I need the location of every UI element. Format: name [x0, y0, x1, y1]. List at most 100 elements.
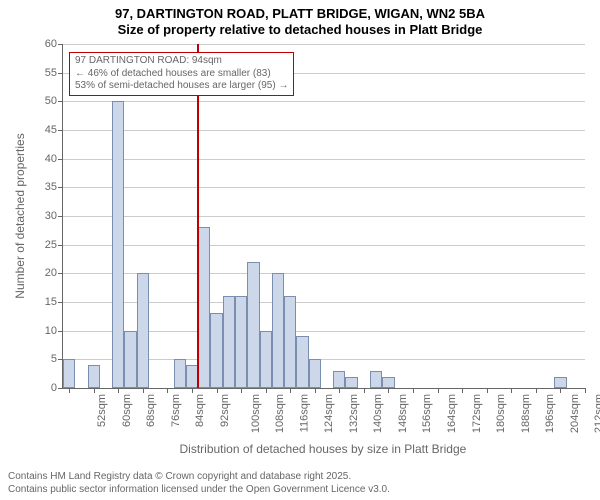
x-tick-label: 148sqm	[397, 394, 409, 433]
y-tick-mark	[58, 159, 63, 160]
x-tick-mark	[241, 388, 242, 393]
x-axis-label: Distribution of detached houses by size …	[180, 442, 467, 456]
x-tick-mark	[118, 388, 119, 393]
histogram-bar	[88, 365, 100, 388]
y-tick-mark	[58, 302, 63, 303]
y-tick-label: 15	[45, 296, 57, 308]
y-tick-mark	[58, 73, 63, 74]
x-tick-mark	[462, 388, 463, 393]
x-tick-mark	[94, 388, 95, 393]
histogram-bar	[345, 377, 357, 388]
histogram-chart: 97, DARTINGTON ROAD, PLATT BRIDGE, WIGAN…	[0, 0, 600, 500]
y-tick-label: 0	[51, 382, 57, 394]
x-tick-label: 108sqm	[274, 394, 286, 433]
footer-credits: Contains HM Land Registry data © Crown c…	[8, 471, 390, 496]
y-tick-label: 30	[45, 210, 57, 222]
x-tick-mark	[536, 388, 537, 393]
histogram-bar	[554, 377, 566, 388]
histogram-bar	[333, 371, 345, 388]
histogram-bar	[210, 313, 222, 388]
histogram-bar	[382, 377, 394, 388]
histogram-bar	[260, 331, 272, 388]
gridline	[63, 101, 585, 102]
annotation-line-3: 53% of semi-detached houses are larger (…	[75, 80, 288, 93]
x-tick-label: 92sqm	[219, 394, 231, 427]
y-tick-label: 20	[45, 267, 57, 279]
title-line-1: 97, DARTINGTON ROAD, PLATT BRIDGE, WIGAN…	[0, 6, 600, 22]
y-tick-label: 50	[45, 95, 57, 107]
gridline	[63, 159, 585, 160]
y-tick-label: 25	[45, 239, 57, 251]
y-tick-mark	[58, 101, 63, 102]
x-tick-mark	[143, 388, 144, 393]
gridline	[63, 245, 585, 246]
histogram-bar	[174, 359, 186, 388]
x-tick-mark	[438, 388, 439, 393]
title-line-2: Size of property relative to detached ho…	[0, 22, 600, 38]
x-tick-mark	[585, 388, 586, 393]
x-tick-label: 100sqm	[250, 394, 262, 433]
histogram-bar	[370, 371, 382, 388]
x-tick-mark	[315, 388, 316, 393]
x-tick-label: 204sqm	[569, 394, 581, 433]
y-tick-label: 10	[45, 325, 57, 337]
plot-area: 05101520253035404550556052sqm60sqm68sqm7…	[62, 44, 585, 389]
annotation-line-1: 97 DARTINGTON ROAD: 94sqm	[75, 55, 288, 68]
y-tick-label: 55	[45, 67, 57, 79]
annotation-box: 97 DARTINGTON ROAD: 94sqm ← 46% of detac…	[69, 52, 294, 96]
x-tick-mark	[413, 388, 414, 393]
x-tick-label: 116sqm	[298, 394, 310, 432]
histogram-bar	[124, 331, 136, 388]
y-tick-mark	[58, 187, 63, 188]
x-tick-label: 188sqm	[520, 394, 532, 433]
x-tick-mark	[69, 388, 70, 393]
x-tick-mark	[339, 388, 340, 393]
gridline	[63, 216, 585, 217]
gridline	[63, 130, 585, 131]
x-tick-label: 52sqm	[96, 394, 108, 427]
y-tick-mark	[58, 216, 63, 217]
gridline	[63, 44, 585, 45]
footer-line-1: Contains HM Land Registry data © Crown c…	[8, 471, 390, 484]
annotation-line-2: ← 46% of detached houses are smaller (83…	[75, 68, 288, 81]
histogram-bar	[223, 296, 235, 388]
x-tick-mark	[364, 388, 365, 393]
histogram-bar	[309, 359, 321, 388]
x-tick-label: 132sqm	[348, 394, 360, 433]
x-tick-mark	[487, 388, 488, 393]
x-tick-label: 140sqm	[372, 394, 384, 433]
y-tick-label: 60	[45, 38, 57, 50]
histogram-bar	[284, 296, 296, 388]
x-tick-label: 60sqm	[121, 394, 133, 427]
x-tick-label: 212sqm	[594, 394, 600, 433]
reference-line	[197, 44, 199, 388]
x-tick-label: 172sqm	[471, 394, 483, 433]
chart-titles: 97, DARTINGTON ROAD, PLATT BRIDGE, WIGAN…	[0, 0, 600, 39]
x-tick-mark	[560, 388, 561, 393]
histogram-bar	[63, 359, 75, 388]
x-tick-mark	[192, 388, 193, 393]
y-tick-label: 40	[45, 153, 57, 165]
x-tick-label: 124sqm	[323, 394, 335, 433]
x-tick-label: 84sqm	[194, 394, 206, 427]
x-tick-label: 164sqm	[446, 394, 458, 433]
x-tick-label: 196sqm	[544, 394, 556, 433]
y-tick-label: 45	[45, 124, 57, 136]
footer-line-2: Contains public sector information licen…	[8, 484, 390, 497]
y-tick-mark	[58, 44, 63, 45]
y-tick-mark	[58, 388, 63, 389]
histogram-bar	[198, 227, 210, 388]
x-tick-mark	[167, 388, 168, 393]
x-tick-label: 156sqm	[422, 394, 434, 433]
y-tick-mark	[58, 273, 63, 274]
y-tick-label: 35	[45, 181, 57, 193]
y-tick-mark	[58, 331, 63, 332]
histogram-bar	[235, 296, 247, 388]
histogram-bar	[272, 273, 284, 388]
x-tick-mark	[511, 388, 512, 393]
x-tick-label: 68sqm	[145, 394, 157, 427]
x-tick-label: 76sqm	[170, 394, 182, 427]
x-tick-mark	[217, 388, 218, 393]
x-tick-mark	[290, 388, 291, 393]
histogram-bar	[247, 262, 259, 388]
